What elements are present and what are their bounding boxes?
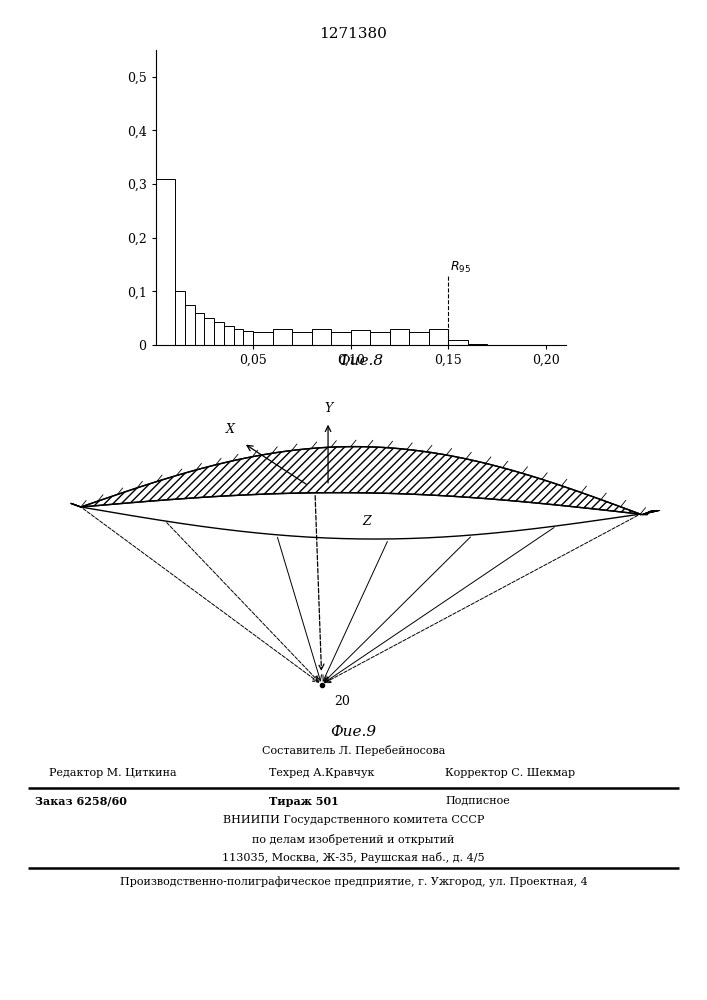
Text: Z: Z: [363, 515, 371, 528]
Polygon shape: [71, 503, 81, 507]
Bar: [175, 291, 185, 345]
Text: Корректор С. Шекмар: Корректор С. Шекмар: [445, 768, 575, 778]
Bar: [332, 332, 351, 345]
Bar: [253, 332, 273, 345]
Bar: [409, 332, 429, 345]
Text: Фие.9: Фие.9: [330, 725, 377, 739]
Text: 1271380: 1271380: [320, 27, 387, 41]
Bar: [224, 326, 233, 345]
Text: 113035, Москва, Ж-35, Раушская наб., д. 4/5: 113035, Москва, Ж-35, Раушская наб., д. …: [222, 852, 485, 863]
Bar: [312, 329, 332, 345]
Text: по делам изобретений и открытий: по делам изобретений и открытий: [252, 834, 455, 845]
Text: ВНИИПИ Государственного комитета СССР: ВНИИПИ Государственного комитета СССР: [223, 815, 484, 825]
Bar: [243, 331, 253, 345]
Bar: [351, 330, 370, 345]
Bar: [194, 313, 204, 345]
Bar: [273, 329, 292, 345]
Text: Техред А.Кравчук: Техред А.Кравчук: [269, 768, 374, 778]
Text: Заказ 6258/60: Заказ 6258/60: [35, 796, 127, 807]
Bar: [429, 329, 448, 345]
Bar: [370, 332, 390, 345]
Bar: [468, 344, 488, 345]
Text: X: X: [226, 423, 235, 436]
Text: Составитель Л. Перебейносова: Составитель Л. Перебейносова: [262, 745, 445, 756]
Bar: [214, 322, 224, 345]
Text: $R_{95}$: $R_{95}$: [450, 260, 472, 275]
Bar: [390, 329, 409, 345]
Bar: [448, 340, 468, 345]
Bar: [292, 332, 312, 345]
Bar: [156, 179, 175, 345]
Text: Редактор М. Циткина: Редактор М. Циткина: [49, 768, 177, 778]
Polygon shape: [81, 447, 641, 514]
Text: 20: 20: [334, 695, 351, 708]
Bar: [185, 305, 194, 345]
Text: Y: Y: [324, 402, 332, 415]
Text: Производственно-полиграфическое предприятие, г. Ужгород, ул. Проектная, 4: Производственно-полиграфическое предприя…: [119, 876, 588, 887]
Text: Тираж 501: Тираж 501: [269, 796, 339, 807]
Text: Фие.8: Фие.8: [337, 354, 384, 368]
Text: Подписное: Подписное: [445, 796, 510, 806]
Bar: [233, 329, 243, 345]
Bar: [204, 318, 214, 345]
